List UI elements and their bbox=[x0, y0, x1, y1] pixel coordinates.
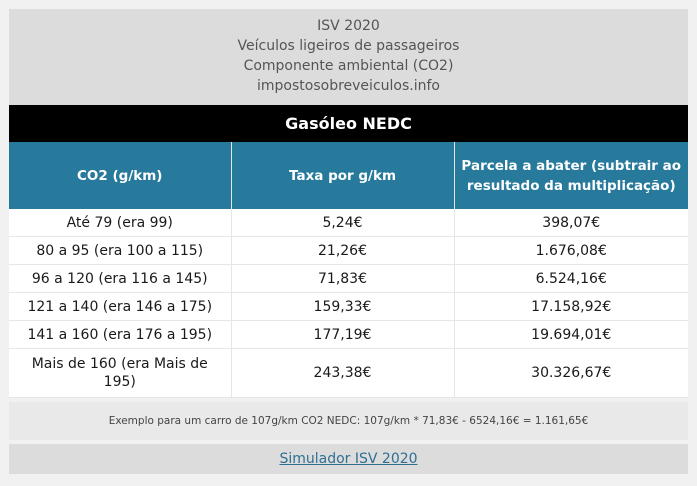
simulator-bar: Simulador ISV 2020 bbox=[9, 444, 688, 474]
cell-deduction: 17.158,92€ bbox=[454, 292, 688, 321]
table-row: 96 a 120 (era 116 a 145) 71,83€ 6.524,16… bbox=[9, 264, 688, 293]
table-row: Mais de 160 (era Mais de 195) 243,38€ 30… bbox=[9, 348, 688, 398]
cell-deduction: 30.326,67€ bbox=[454, 348, 688, 398]
tax-table-panel: ISV 2020 Veículos ligeiros de passageiro… bbox=[9, 9, 688, 398]
cell-co2: Até 79 (era 99) bbox=[9, 209, 232, 237]
cell-rate: 21,26€ bbox=[231, 236, 455, 265]
header-subtitle-vehicles: Veículos ligeiros de passageiros bbox=[237, 38, 460, 54]
column-header-deduction: Parcela a abater (subtrair ao resultado … bbox=[454, 142, 688, 209]
table-row: 141 a 160 (era 176 a 195) 177,19€ 19.694… bbox=[9, 320, 688, 349]
cell-deduction: 6.524,16€ bbox=[454, 264, 688, 293]
section-title: Gasóleo NEDC bbox=[9, 105, 688, 142]
cell-co2: 96 a 120 (era 116 a 145) bbox=[9, 264, 232, 293]
cell-deduction: 1.676,08€ bbox=[454, 236, 688, 265]
rates-table: CO2 (g/km) Taxa por g/km Parcela a abate… bbox=[9, 142, 688, 398]
column-header-rate: Taxa por g/km bbox=[231, 142, 455, 209]
column-header-co2: CO2 (g/km) bbox=[9, 142, 232, 209]
table-header-row: CO2 (g/km) Taxa por g/km Parcela a abate… bbox=[9, 142, 688, 209]
simulator-link[interactable]: Simulador ISV 2020 bbox=[279, 451, 418, 467]
cell-deduction: 19.694,01€ bbox=[454, 320, 688, 349]
table-row: Até 79 (era 99) 5,24€ 398,07€ bbox=[9, 209, 688, 237]
cell-rate: 5,24€ bbox=[231, 209, 455, 237]
cell-co2: Mais de 160 (era Mais de 195) bbox=[9, 348, 232, 398]
cell-rate: 71,83€ bbox=[231, 264, 455, 293]
cell-rate: 177,19€ bbox=[231, 320, 455, 349]
cell-rate: 159,33€ bbox=[231, 292, 455, 321]
cell-co2: 80 a 95 (era 100 a 115) bbox=[9, 236, 232, 265]
calculation-example: Exemplo para um carro de 107g/km CO2 NED… bbox=[9, 402, 688, 440]
header-site-name: impostosobreveiculos.info bbox=[257, 78, 440, 94]
cell-co2: 121 a 140 (era 146 a 175) bbox=[9, 292, 232, 321]
table-row: 121 a 140 (era 146 a 175) 159,33€ 17.158… bbox=[9, 292, 688, 321]
cell-deduction: 398,07€ bbox=[454, 209, 688, 237]
header-title: ISV 2020 bbox=[317, 18, 380, 34]
cell-rate: 243,38€ bbox=[231, 348, 455, 398]
cell-co2: 141 a 160 (era 176 a 195) bbox=[9, 320, 232, 349]
table-row: 80 a 95 (era 100 a 115) 21,26€ 1.676,08€ bbox=[9, 236, 688, 265]
table-header: ISV 2020 Veículos ligeiros de passageiro… bbox=[9, 9, 688, 105]
header-subtitle-component: Componente ambiental (CO2) bbox=[243, 58, 454, 74]
